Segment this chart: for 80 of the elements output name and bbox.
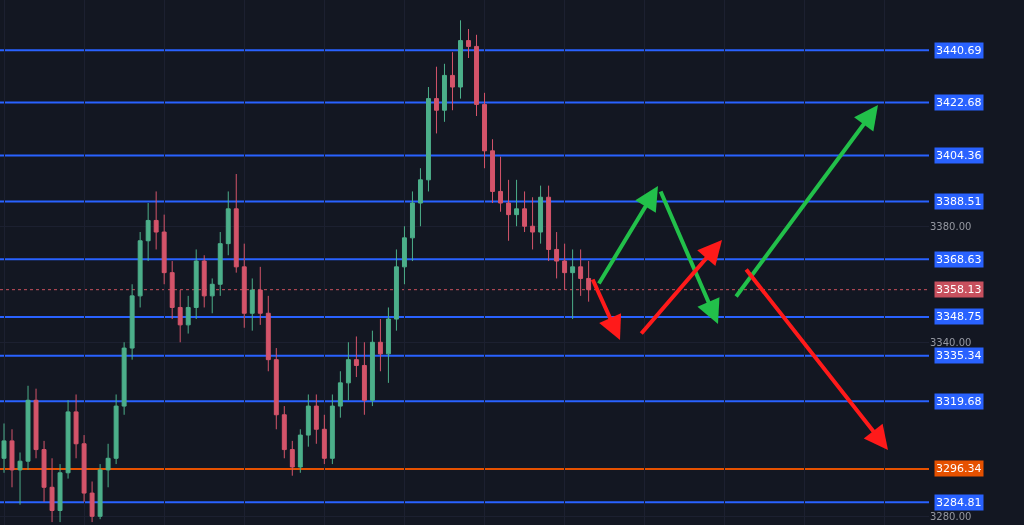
candlestick xyxy=(377,318,383,372)
candlestick xyxy=(209,277,215,314)
candlestick xyxy=(281,405,287,459)
candlestick xyxy=(81,434,87,503)
y-tick-label: 3340.00 xyxy=(930,336,972,348)
ref-line-label: 3319.68 xyxy=(936,395,982,408)
ref-line-label: 3388.51 xyxy=(936,195,982,208)
candlestick xyxy=(522,190,528,233)
candlestick xyxy=(265,295,271,372)
candlestick xyxy=(385,306,391,384)
candlestick xyxy=(353,335,359,378)
candlestick xyxy=(482,92,487,169)
candlestick xyxy=(434,66,439,134)
ref-line-label: 3335.34 xyxy=(936,349,982,362)
candlestick xyxy=(41,440,47,503)
candlestick xyxy=(145,202,151,262)
candlestick xyxy=(514,179,520,227)
candlestick xyxy=(25,385,31,471)
candlestick xyxy=(193,248,199,320)
ref-line-label: 3368.63 xyxy=(936,253,982,266)
candlestick xyxy=(337,370,343,419)
ref-line-label: 3422.68 xyxy=(936,96,982,109)
candlestick xyxy=(401,225,407,285)
candlestick xyxy=(490,138,495,204)
candlestick xyxy=(466,28,471,59)
candlestick xyxy=(546,185,552,262)
candlestick xyxy=(554,231,560,279)
candlestick xyxy=(474,34,479,117)
ref-line-label: 3296.34 xyxy=(936,462,982,475)
candlestick xyxy=(217,231,223,297)
candlestick xyxy=(506,179,512,242)
candlestick xyxy=(105,443,111,488)
candlestick xyxy=(273,347,279,430)
candlestick xyxy=(409,190,415,262)
candlestick xyxy=(305,393,311,448)
candlestick xyxy=(137,231,143,308)
candlestick xyxy=(161,214,167,285)
y-tick-label: 3280.00 xyxy=(930,510,972,522)
candlestick xyxy=(442,63,447,123)
candlestick xyxy=(345,341,351,401)
candlestick xyxy=(73,393,79,459)
candlestick xyxy=(185,295,191,335)
candlestick xyxy=(89,480,95,523)
candlestick xyxy=(17,451,23,506)
y-tick-label: 3380.00 xyxy=(930,220,972,232)
candlestick xyxy=(329,393,335,465)
candlestick xyxy=(121,341,127,416)
candlestick xyxy=(1,422,7,474)
candlestick xyxy=(313,393,319,445)
ref-line-label: 3348.75 xyxy=(936,310,982,323)
candlestick xyxy=(538,185,544,245)
ref-line-label: 3284.81 xyxy=(936,496,982,509)
candlestick xyxy=(530,196,536,250)
candlestick xyxy=(361,341,367,416)
ref-line-label: 3440.69 xyxy=(936,44,982,57)
candlestick xyxy=(249,277,255,332)
candlestick xyxy=(369,330,375,407)
candlestick xyxy=(450,51,455,111)
candlestick xyxy=(498,156,503,213)
ref-line-label: 3358.13 xyxy=(936,283,982,296)
candlestick xyxy=(458,19,463,100)
candlestick xyxy=(570,248,576,320)
candlestick xyxy=(65,399,71,480)
candlestick xyxy=(297,428,303,474)
candlestick xyxy=(426,86,431,192)
candlestick xyxy=(289,440,295,477)
candlestick xyxy=(9,428,15,488)
candlestick xyxy=(417,167,423,227)
candlestick xyxy=(113,393,119,465)
candlestick xyxy=(321,414,327,465)
candlestick xyxy=(233,173,239,274)
ref-line-label: 3404.36 xyxy=(936,149,982,162)
candlestick xyxy=(57,463,63,523)
candlestick xyxy=(393,248,399,332)
candlestick xyxy=(225,190,231,256)
candlestick xyxy=(153,190,159,250)
candlestick xyxy=(33,388,39,459)
candlestick xyxy=(129,283,135,361)
candlestick xyxy=(97,463,103,520)
candlestick xyxy=(49,457,55,523)
